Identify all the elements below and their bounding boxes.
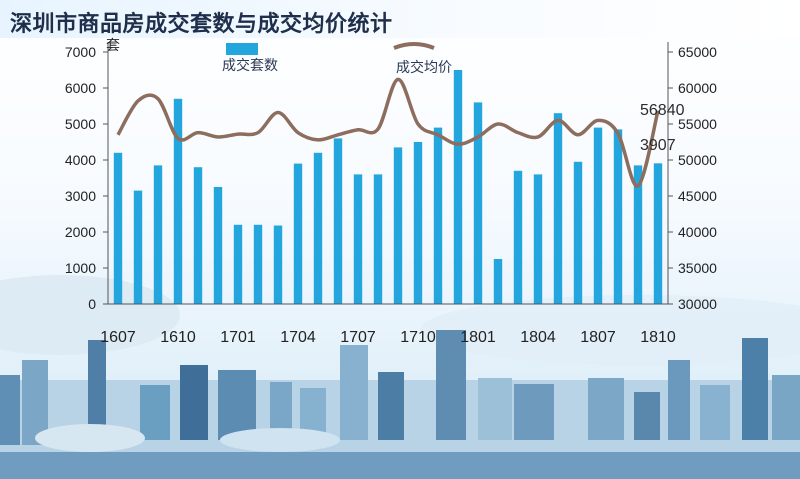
bar-1809 — [633, 165, 643, 304]
bar-1710 — [413, 142, 423, 304]
left-tick-label: 7000 — [65, 44, 96, 60]
x-tick-label: 1810 — [640, 329, 676, 346]
x-tick-label: 1804 — [520, 329, 556, 346]
annotation-sales-count: 3907 — [640, 137, 676, 154]
avg-price-line — [116, 77, 660, 188]
bar-1803 — [513, 170, 523, 304]
right-tick-label: 55000 — [678, 116, 717, 132]
bar-1712 — [453, 70, 463, 304]
bar-series-layer — [113, 70, 663, 305]
x-tick-label: 1701 — [220, 329, 256, 346]
x-axis: 1607 1610 1701 1704 1707 1710 1801 1804 1807 1810 — [100, 303, 676, 346]
x-tick-label: 1707 — [340, 329, 376, 346]
legend-label-bar: 成交套数 — [222, 57, 278, 74]
bar-1711 — [433, 127, 443, 304]
left-axis-unit: 套 — [106, 38, 120, 54]
legend-swatch-bar — [226, 43, 258, 55]
left-tick-label: 4000 — [65, 152, 96, 168]
bar-1708 — [373, 174, 383, 304]
left-tick-label: 3000 — [65, 188, 96, 204]
right-tick-label: 30000 — [678, 296, 717, 312]
left-tick-label: 6000 — [65, 80, 96, 96]
x-tick-label: 1807 — [580, 329, 616, 346]
right-tick-label: 35000 — [678, 260, 717, 276]
bar-1610 — [173, 98, 183, 304]
right-tick-label: 65000 — [678, 44, 717, 60]
bar-1704 — [293, 163, 303, 304]
bar-1703 — [273, 225, 283, 304]
skyline-background — [0, 275, 800, 479]
bar-1608 — [133, 190, 143, 304]
annotation-avg-price: 56840 — [640, 102, 685, 119]
x-tick-label: 1610 — [160, 329, 196, 346]
left-tick-label: 2000 — [65, 224, 96, 240]
legend-label-line: 成交均价 — [396, 59, 452, 76]
right-tick-label: 50000 — [678, 152, 717, 168]
line-series-layer — [116, 77, 660, 188]
bar-1804 — [533, 174, 543, 304]
bar-1810 — [653, 163, 663, 304]
bar-1808 — [613, 129, 623, 304]
bar-1801 — [473, 102, 483, 305]
bar-1609 — [153, 165, 163, 304]
bar-1709 — [393, 147, 403, 304]
bar-1612 — [213, 187, 223, 304]
left-tick-label: 1000 — [65, 260, 96, 276]
bar-1805 — [553, 113, 563, 304]
bar-1806 — [573, 161, 583, 304]
bar-1807 — [593, 127, 603, 304]
right-tick-label: 40000 — [678, 224, 717, 240]
bar-1701 — [233, 224, 243, 304]
x-tick-label: 1801 — [460, 329, 496, 346]
right-tick-label: 60000 — [678, 80, 717, 96]
x-tick-label: 1607 — [100, 329, 136, 346]
legend-swatch-line — [393, 42, 435, 50]
x-tick-label: 1704 — [280, 329, 316, 346]
bar-1611 — [193, 167, 203, 304]
right-tick-label: 45000 — [678, 188, 717, 204]
left-tick-label: 0 — [88, 296, 96, 312]
chart-title: 深圳市商品房成交套数与成交均价统计 — [10, 12, 393, 37]
bar-1706 — [333, 138, 343, 304]
bar-1707 — [353, 174, 363, 304]
title-bar: 深圳市商品房成交套数与成交均价统计 — [0, 0, 800, 38]
bar-1607 — [113, 152, 123, 304]
bar-1705 — [313, 152, 323, 304]
x-tick-label: 1710 — [400, 329, 436, 346]
right-axis: 30000 35000 40000 45000 50000 55000 60000 65000 — [667, 42, 717, 312]
left-axis: 0 1000 2000 3000 4000 5000 6000 7000 — [65, 42, 109, 312]
legend: 成交套数 成交均价 — [222, 42, 452, 76]
bar-1802 — [493, 259, 503, 304]
left-tick-label: 5000 — [65, 116, 96, 132]
bar-1702 — [253, 224, 263, 304]
